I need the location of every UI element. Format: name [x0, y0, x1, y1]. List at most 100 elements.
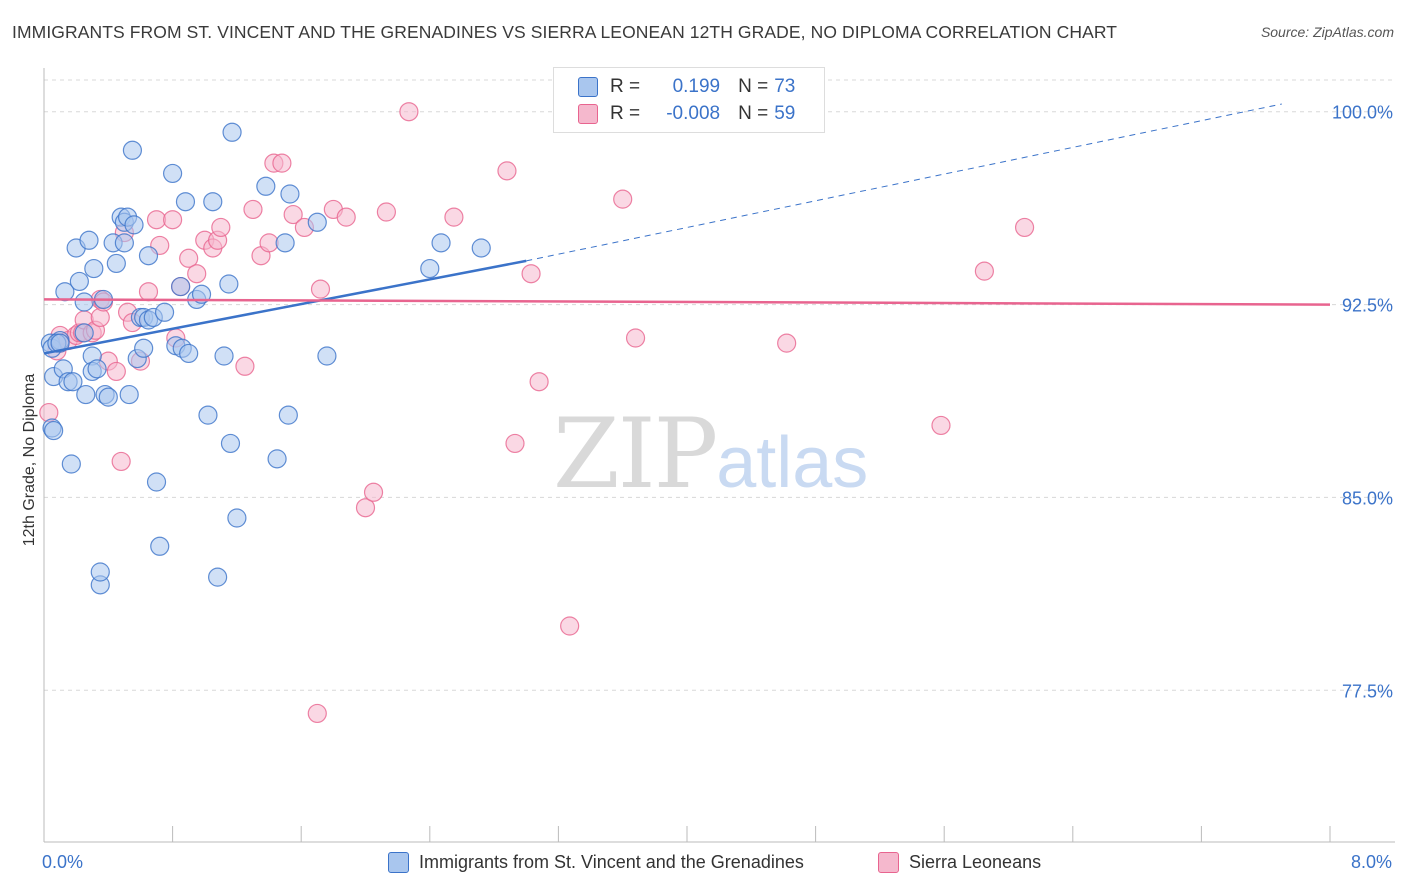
point-st-vincent: [220, 433, 241, 454]
point-st-vincent: [163, 163, 183, 184]
chart-title: IMMIGRANTS FROM ST. VINCENT AND THE GREN…: [12, 22, 1118, 42]
point-sierra-leonean: [179, 248, 199, 268]
point-sierra-leonean: [521, 264, 541, 284]
point-sierra-leonean: [363, 482, 384, 502]
bottom-legend-label-blue: Immigrants from St. Vincent and the Gren…: [419, 852, 804, 872]
grid-lines: [44, 79, 1395, 691]
trend-line-st-vincent: [43, 259, 527, 355]
y-tick-labels: 77.5% 85.0% 92.5% 100.0%: [1332, 103, 1393, 702]
point-st-vincent: [175, 192, 196, 212]
legend-n-value: 59: [774, 103, 796, 124]
point-st-vincent: [222, 122, 242, 142]
point-sierra-leonean: [39, 402, 59, 423]
point-st-vincent: [150, 536, 170, 556]
point-sierra-leonean: [307, 703, 327, 724]
legend-swatch-blue: [578, 77, 598, 97]
point-st-vincent: [171, 276, 191, 297]
point-st-vincent: [122, 140, 143, 160]
point-st-vincent: [44, 420, 64, 441]
point-st-vincent: [256, 176, 276, 196]
x-tick-label-max: 8.0%: [1350, 852, 1392, 872]
point-sierra-leonean: [211, 217, 231, 238]
point-st-vincent: [84, 258, 104, 279]
point-st-vincent: [134, 338, 154, 358]
point-st-vincent: [179, 343, 199, 364]
point-st-vincent: [214, 346, 234, 366]
point-st-vincent: [317, 346, 337, 366]
point-st-vincent: [124, 215, 144, 235]
point-st-vincent: [267, 449, 287, 469]
legend-r-value: 0.199: [672, 76, 721, 97]
legend-r-value: -0.008: [666, 103, 721, 124]
point-st-vincent: [74, 323, 94, 343]
legend-swatch-pink: [578, 104, 598, 124]
y-tick-label: 92.5%: [1342, 296, 1393, 316]
point-sierra-leonean: [283, 204, 303, 225]
point-sierra-leonean: [613, 189, 633, 209]
point-sierra-leonean: [1014, 217, 1035, 238]
point-st-vincent: [87, 359, 107, 379]
legend-r-label: R =: [610, 76, 641, 97]
y-tick-label: 100.0%: [1332, 103, 1393, 123]
point-st-vincent: [119, 384, 139, 405]
point-sierra-leonean: [235, 356, 255, 376]
point-sierra-leonean: [310, 279, 331, 299]
legend-row-blue: R = 0.199 N = 73: [578, 75, 795, 99]
legend-n-label: N =: [738, 76, 769, 97]
point-st-vincent: [420, 258, 440, 279]
source-credit: Source: ZipAtlas.com: [1260, 24, 1394, 40]
point-sierra-leonean: [931, 415, 951, 436]
y-tick-label: 77.5%: [1342, 681, 1393, 701]
point-sierra-leonean: [777, 333, 797, 353]
point-sierra-leonean: [106, 361, 126, 382]
point-st-vincent: [278, 405, 298, 425]
point-sierra-leonean: [974, 261, 994, 281]
x-tick-label-min: 0.0%: [42, 852, 84, 872]
axes: [43, 68, 1395, 843]
point-st-vincent: [208, 567, 228, 587]
point-st-vincent: [63, 372, 83, 392]
bottom-legend-blue: Immigrants from St. Vincent and the Gren…: [388, 852, 804, 873]
legend-r-label: R =: [610, 103, 641, 124]
point-sierra-leonean: [259, 233, 279, 253]
point-sierra-leonean: [625, 328, 646, 348]
point-sierra-leonean: [187, 264, 207, 284]
point-st-vincent: [203, 192, 223, 212]
point-st-vincent: [280, 184, 300, 204]
point-sierra-leonean: [163, 210, 183, 230]
correlation-legend: R = 0.199 N = 73 R = -0.008 N = 59: [553, 67, 825, 133]
point-sierra-leonean: [90, 307, 110, 328]
point-sierra-leonean: [355, 498, 376, 518]
point-sierra-leonean: [243, 199, 263, 220]
point-st-vincent: [114, 233, 134, 253]
point-sierra-leonean: [399, 102, 419, 122]
point-st-vincent: [76, 384, 96, 405]
point-st-vincent: [227, 508, 247, 528]
point-st-vincent: [431, 233, 451, 253]
point-sierra-leonean: [336, 207, 356, 227]
point-sierra-leonean: [497, 161, 517, 181]
bottom-legend-swatch-blue: [388, 852, 409, 873]
point-sierra-leonean: [560, 616, 580, 636]
point-sierra-leonean: [444, 207, 464, 227]
point-st-vincent: [307, 212, 327, 232]
point-st-vincent: [219, 274, 239, 294]
point-st-vincent: [79, 230, 99, 250]
point-sierra-leonean: [138, 282, 159, 302]
point-st-vincent: [191, 284, 212, 304]
trend-line-sierra-leonean: [43, 298, 1331, 306]
point-st-vincent: [275, 233, 295, 253]
point-st-vincent: [471, 238, 491, 258]
watermark-atlas: atlas: [716, 423, 869, 503]
bottom-legend-label-pink: Sierra Leoneans: [909, 852, 1042, 872]
point-sierra-leonean: [146, 210, 167, 230]
trend-lines: [43, 103, 1331, 355]
point-sierra-leonean: [272, 153, 292, 173]
point-st-vincent: [50, 333, 70, 353]
point-st-vincent: [74, 292, 94, 312]
bottom-legend-pink: Sierra Leoneans: [878, 852, 1041, 873]
bottom-legend-swatch-pink: [878, 852, 899, 873]
point-st-vincent: [69, 271, 89, 292]
point-sierra-leonean: [529, 372, 549, 392]
